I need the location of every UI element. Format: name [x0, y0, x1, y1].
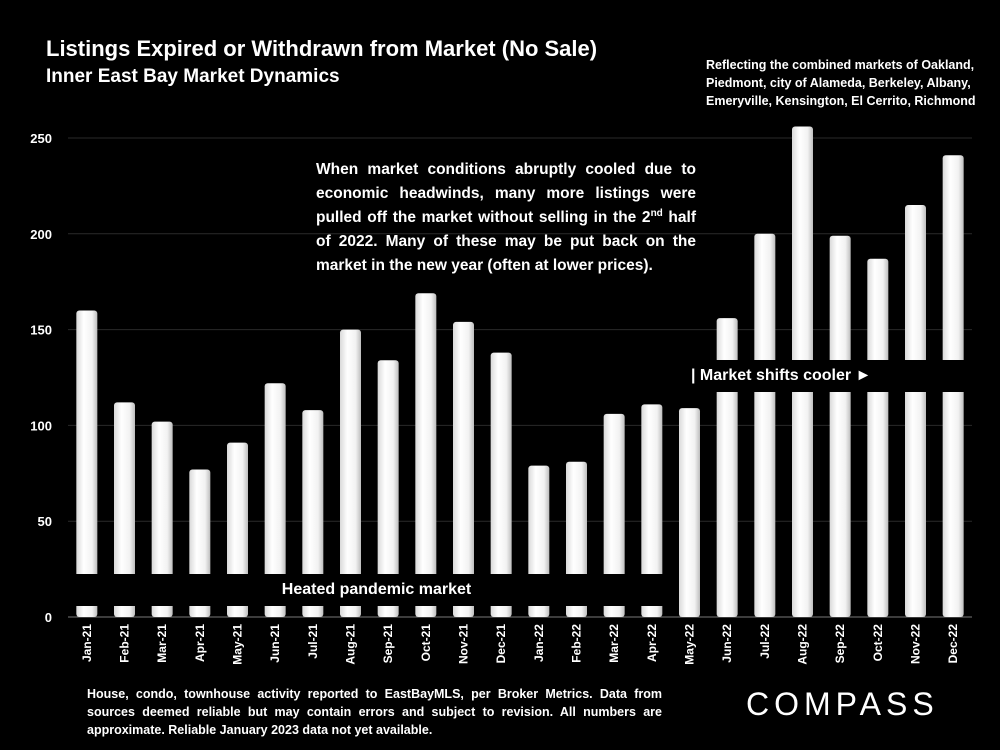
bar-apr-22	[641, 404, 663, 617]
bar-may-21	[227, 442, 248, 617]
bar-feb-21	[114, 402, 135, 617]
x-tick-label: Jun-22	[720, 624, 734, 663]
bar-oct-21	[415, 293, 437, 617]
y-tick-label: 150	[30, 323, 52, 338]
market-callout: When market conditions abruptly cooled d…	[316, 158, 696, 278]
bar-jun-22	[716, 318, 738, 617]
x-tick-label: Oct-22	[871, 624, 885, 662]
x-tick-label: Oct-21	[419, 624, 433, 662]
x-tick-label: Nov-22	[909, 624, 923, 664]
x-tick-label: Feb-22	[570, 624, 584, 663]
x-tick-label: Apr-22	[645, 624, 659, 662]
callout-text-after: half of 2022. Many of these may be put b…	[316, 209, 696, 274]
y-tick-label: 0	[45, 610, 52, 625]
bar-oct-22	[867, 258, 889, 617]
x-tick-label: Feb-21	[118, 624, 132, 663]
x-tick-label: Sep-21	[381, 624, 395, 664]
y-tick-label: 50	[38, 514, 52, 529]
bar-dec-21	[490, 352, 512, 617]
y-tick-label: 250	[30, 131, 52, 146]
compass-logo: COMPASS	[746, 686, 939, 722]
x-tick-label: Jan-21	[80, 624, 94, 662]
cooler-market-label: | Market shifts cooler ►	[685, 360, 965, 392]
x-tick-label: Mar-22	[607, 624, 621, 663]
bar-may-22	[679, 408, 700, 617]
x-tick-label: Jul-22	[758, 624, 772, 659]
markets-note: Reflecting the combined markets of Oakla…	[706, 58, 976, 108]
bar-chart: 0 50 100 150 200 250 Jan-21 Feb-21 Mar-21 Apr-21 M…	[30, 126, 972, 665]
bar-aug-21	[340, 329, 361, 617]
callout-text-before: When market conditions abruptly cooled d…	[316, 161, 696, 226]
bar-sep-21	[377, 360, 399, 617]
x-tick-label: Mar-21	[155, 624, 169, 663]
chart-subtitle: Inner East Bay Market Dynamics	[46, 66, 340, 87]
bar-sep-22	[829, 235, 851, 617]
x-tick-label: Aug-21	[344, 624, 358, 665]
bar-jul-21	[302, 410, 324, 617]
bar-mar-21	[151, 421, 173, 617]
callout-superscript: nd	[650, 207, 663, 219]
x-tick-label: Aug-22	[796, 624, 810, 665]
bar-jul-22	[754, 233, 776, 618]
x-tick-label: Sep-22	[833, 624, 847, 664]
x-tick-label: May-21	[231, 624, 245, 665]
x-tick-label: Jan-22	[532, 624, 546, 662]
y-tick-label: 200	[30, 227, 52, 242]
heated-market-label: Heated pandemic market	[74, 574, 679, 606]
bar-mar-22	[603, 413, 625, 617]
x-tick-label: Jun-21	[268, 624, 282, 663]
footer-note: House, condo, townhouse activity reporte…	[87, 687, 662, 737]
x-tick-label: Nov-21	[457, 624, 471, 664]
bar-nov-21	[453, 321, 474, 617]
bar-jan-21	[76, 310, 98, 617]
x-tick-label: Dec-21	[494, 624, 508, 664]
chart-title: Listings Expired or Withdrawn from Marke…	[46, 36, 598, 61]
x-tick-label: Jul-21	[306, 624, 320, 659]
x-tick-label: May-22	[683, 624, 697, 665]
bar-nov-22	[905, 205, 926, 617]
x-tick-label: Apr-21	[193, 624, 207, 662]
y-tick-label: 100	[30, 418, 52, 433]
bar-jun-21	[264, 383, 286, 617]
x-tick-label: Dec-22	[946, 624, 960, 664]
